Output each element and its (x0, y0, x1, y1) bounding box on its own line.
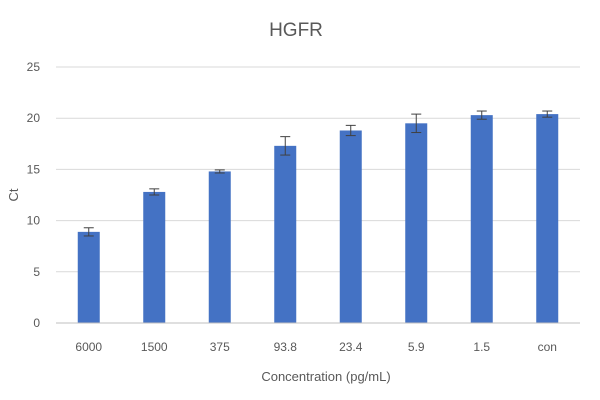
error-bar-23.4 (345, 124, 356, 137)
error-bar-5.9 (411, 113, 422, 134)
error-bar-375 (214, 169, 225, 174)
x-tick-label: 1.5 (473, 340, 490, 354)
x-tick-label: 23.4 (339, 340, 363, 354)
y-tick-label: 10 (27, 214, 41, 228)
x-tick-label: 6000 (75, 340, 102, 354)
bar-1500 (143, 191, 166, 323)
gridlines (56, 66, 580, 273)
x-tick-label: 1500 (141, 340, 168, 354)
y-tick-label: 15 (27, 162, 41, 176)
x-tick-label: 93.8 (274, 340, 298, 354)
x-tick-labels: 6000 1500 375 93.8 23.4 5.9 1.5 con (75, 340, 557, 354)
error-bar-1.5 (476, 110, 487, 120)
y-tick-label: 5 (33, 265, 40, 279)
chart-title: HGFR (269, 20, 323, 41)
y-tick-label: 25 (27, 60, 41, 74)
error-bar-6000 (83, 227, 94, 237)
x-tick-label: 5.9 (408, 340, 425, 354)
bar-1.5 (470, 115, 493, 324)
x-tick-label: 375 (210, 340, 230, 354)
bar-375 (208, 171, 231, 323)
y-tick-label: 20 (27, 111, 41, 125)
error-bar-1500 (149, 188, 160, 196)
y-tick-label: 0 (33, 316, 40, 330)
x-axis-title: Concentration (pg/mL) (261, 369, 390, 384)
bar-6000 (77, 231, 100, 323)
y-axis-title: Ct (6, 188, 21, 201)
bar-5.9 (405, 123, 428, 323)
error-bars (83, 110, 553, 237)
error-bar-93.8 (280, 136, 291, 156)
bar-93.8 (274, 145, 297, 323)
bar-con (536, 114, 559, 323)
x-tick-label: con (538, 340, 557, 354)
bar-23.4 (339, 130, 362, 323)
error-bar-con (542, 110, 553, 118)
bars (77, 114, 559, 324)
y-tick-labels: 0 5 10 15 20 25 (27, 60, 41, 330)
